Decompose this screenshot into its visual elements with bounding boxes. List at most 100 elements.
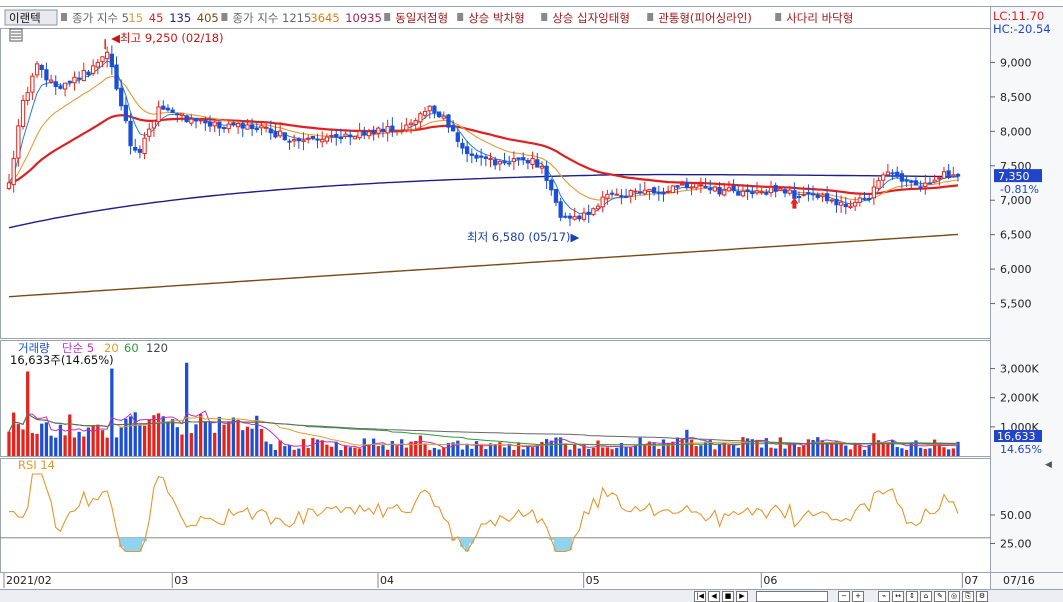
pattern-legend-5[interactable]: 사다리 바닥형 xyxy=(786,11,853,25)
candle-body xyxy=(717,186,722,195)
candle-body xyxy=(212,121,217,127)
tool-button-3[interactable]: ↕ xyxy=(906,591,918,602)
price-axis-label: 5,500 xyxy=(1000,298,1032,311)
tool-button-6[interactable]: ◎ xyxy=(948,591,960,602)
volume-bar xyxy=(376,446,380,456)
volume-bar xyxy=(591,447,595,456)
volume-bar xyxy=(110,368,114,456)
volume-bar xyxy=(839,442,843,456)
candle-body xyxy=(58,85,63,89)
volume-bar xyxy=(357,448,362,456)
low-annotation: 최저 6,580 (05/17)▶ xyxy=(467,230,580,244)
candle-body xyxy=(535,159,540,168)
prev-button[interactable]: ◀ xyxy=(708,591,720,602)
volume-bar xyxy=(213,432,217,456)
volume-bar xyxy=(689,439,694,456)
candle-body xyxy=(876,180,881,189)
candle-body xyxy=(932,179,937,183)
volume-bar xyxy=(540,441,544,456)
volume-bar xyxy=(521,449,525,456)
tool-button-5[interactable]: ✎ xyxy=(934,591,946,602)
candle-body xyxy=(6,182,12,189)
scroll-track[interactable] xyxy=(756,591,828,602)
volume-bar xyxy=(488,443,493,456)
volume-bar xyxy=(820,441,825,456)
lc-value: LC:11.70 xyxy=(993,9,1044,23)
volume-bar xyxy=(484,449,488,456)
candle-body xyxy=(95,61,100,68)
volume-bar xyxy=(386,449,390,456)
pattern-legend-4[interactable]: 관통형(피어싱라인) xyxy=(658,11,752,25)
candle-body xyxy=(946,170,951,178)
candle-body xyxy=(362,130,367,136)
candle-body xyxy=(282,132,287,141)
candle-body xyxy=(151,120,157,129)
stock-name[interactable]: 이랜텍 xyxy=(9,11,41,25)
candle-body xyxy=(871,186,876,199)
volume-bar xyxy=(643,444,647,456)
volume-bar xyxy=(124,418,128,456)
candle-body xyxy=(273,131,278,138)
tool-button-4[interactable]: ⌂ xyxy=(920,591,932,602)
panel-resize-icon[interactable]: ◀ xyxy=(1045,460,1052,470)
zoom-out-button[interactable]: − xyxy=(838,591,850,602)
volume-bar xyxy=(619,443,624,456)
volume-bar xyxy=(601,447,605,456)
first-button[interactable]: |◀ xyxy=(694,591,706,602)
volume-bar xyxy=(914,440,918,456)
candle-body xyxy=(703,186,708,189)
candle-body xyxy=(81,69,86,82)
candle-body xyxy=(614,193,619,196)
candle-body xyxy=(890,172,895,175)
volume-bar xyxy=(259,428,264,456)
volume-bar xyxy=(175,427,179,456)
volume-bar xyxy=(750,439,754,456)
candle-body xyxy=(306,137,311,140)
candle-body xyxy=(441,115,446,119)
volume-bar xyxy=(40,423,44,456)
candle-body xyxy=(175,113,180,116)
volume-bar xyxy=(273,450,278,456)
candle-body xyxy=(16,125,21,159)
candle-body xyxy=(927,182,933,185)
volume-bar xyxy=(250,428,254,456)
candle-body xyxy=(572,216,577,220)
pattern-legend-3[interactable]: 상승 십자잉태형 xyxy=(552,11,630,25)
volume-bar xyxy=(451,442,455,456)
volume-bar xyxy=(222,424,226,456)
candle-body xyxy=(549,179,554,191)
volume-bar xyxy=(881,443,885,456)
next-button[interactable]: ▶ xyxy=(736,591,748,602)
zoom-in-button[interactable]: + xyxy=(852,591,864,602)
volume-bar xyxy=(395,446,399,456)
volume-bar xyxy=(727,444,731,456)
pattern-legend-2[interactable]: 상승 박차형 xyxy=(468,11,525,25)
candle-body xyxy=(399,130,404,133)
volume-bar xyxy=(311,437,315,456)
rsi-axis-label: 50.00 xyxy=(1000,509,1032,522)
candle-body xyxy=(34,63,40,76)
stop-button[interactable]: ■ xyxy=(722,591,734,602)
tool-button-1[interactable]: ⌁ xyxy=(878,591,890,602)
volume-bar xyxy=(708,440,712,456)
stock-name-box[interactable] xyxy=(4,9,58,26)
candle-body xyxy=(731,185,736,192)
tool-button-7[interactable]: ⎘ xyxy=(962,591,974,602)
volume-bar xyxy=(334,441,338,456)
volume-bar xyxy=(942,447,946,456)
candle-body xyxy=(301,139,306,143)
volume-bar xyxy=(86,427,91,456)
volume-bar xyxy=(530,447,535,456)
price-axis-label: 7,000 xyxy=(1000,194,1032,207)
candle-body xyxy=(666,190,671,193)
tool-button-2[interactable]: ↔ xyxy=(892,591,904,602)
volume-bar xyxy=(558,437,563,456)
ma15-line xyxy=(8,75,959,201)
candle-body xyxy=(72,76,77,84)
volume-bar xyxy=(788,443,792,456)
volume-bar xyxy=(147,419,151,456)
candle-body xyxy=(768,186,774,194)
volume-bar xyxy=(596,440,600,456)
pattern-legend-1[interactable]: 동일저점형 xyxy=(395,11,448,25)
tool-button-8[interactable]: ⚙ xyxy=(976,591,988,602)
